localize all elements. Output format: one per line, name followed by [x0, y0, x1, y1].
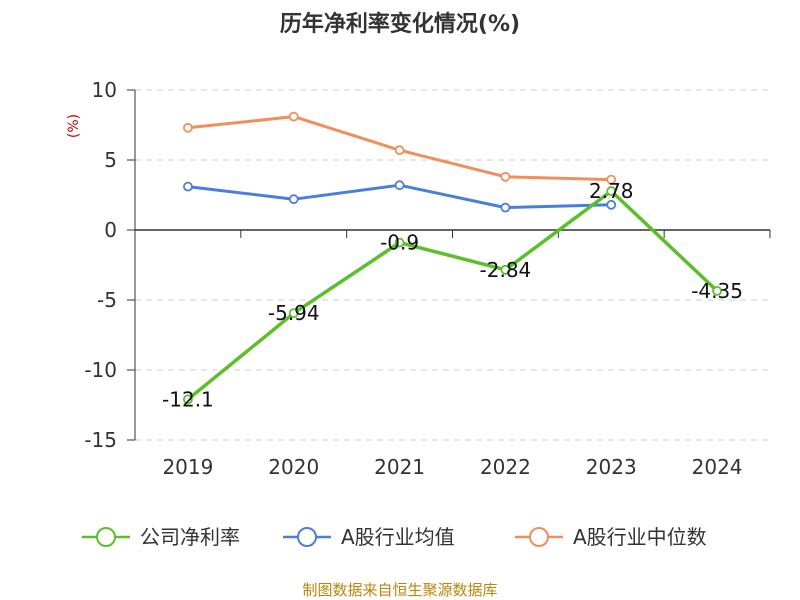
axes: 10 5 0 -5 -10 -15 2019 2020 2021 2022 2023 2024 — [84, 78, 771, 479]
legend-label-2[interactable]: A股行业中位数 — [573, 525, 707, 549]
series-0-point-2023[interactable] — [606, 186, 617, 196]
series-1-point-2019[interactable] — [183, 181, 193, 192]
series-2-point-2020[interactable] — [288, 111, 299, 122]
data-label-2023: 2.78 — [589, 179, 634, 203]
data-source-note: 制图数据来自恒生聚源数据库 — [302, 581, 497, 599]
legend-marker-0[interactable] — [96, 527, 116, 547]
x-tick-label-2021: 2021 — [374, 455, 425, 479]
legend-label-0[interactable]: 公司净利率 — [140, 525, 240, 549]
data-labels: -12.1 -5.94 -0.9 -2.84 2.78 -4.35 — [162, 179, 743, 411]
y-tick-label-1: 5 — [104, 148, 117, 172]
x-tick-label-2020: 2020 — [268, 455, 319, 479]
legend-marker-1[interactable] — [297, 527, 317, 547]
data-label-2019: -12.1 — [162, 387, 214, 411]
y-tick-label-2: 0 — [104, 218, 117, 242]
grid-lines — [135, 89, 770, 441]
series-2-point-2021[interactable] — [394, 145, 405, 156]
legend-marker-2[interactable] — [529, 527, 549, 547]
legend-label-1[interactable]: A股行业均值 — [341, 525, 455, 549]
series-2-point-2019[interactable] — [183, 122, 193, 133]
series-0-point-2019[interactable] — [183, 394, 193, 405]
legend: 公司净利率 A股行业均值 A股行业中位数 — [82, 525, 707, 549]
series-2-point-2022[interactable] — [500, 171, 511, 182]
y-tick-label-4: -10 — [84, 358, 117, 382]
data-label-2020: -5.94 — [268, 301, 320, 325]
series-0-point-2020[interactable] — [288, 308, 299, 319]
x-tick-label-2019: 2019 — [162, 455, 213, 479]
y-axis-unit-label: (%) — [66, 114, 82, 138]
series-line-0 — [186, 189, 719, 401]
series-lines — [183, 111, 722, 405]
data-label-2021: -0.9 — [380, 231, 419, 255]
series-1-point-2020[interactable] — [288, 194, 299, 205]
series-1-point-2023[interactable] — [606, 199, 617, 210]
x-tick-label-2022: 2022 — [480, 455, 531, 479]
series-0-point-2022[interactable] — [500, 264, 511, 275]
chart-title: 历年净利率变化情况(%) — [280, 11, 520, 37]
y-tick-label-0: 10 — [92, 78, 117, 102]
series-0-point-2021[interactable] — [394, 237, 405, 248]
series-1-point-2022[interactable] — [500, 202, 511, 213]
series-0-point-2024[interactable] — [712, 285, 722, 296]
x-tick-label-2024: 2024 — [692, 455, 743, 479]
data-label-2024: -4.35 — [691, 279, 743, 303]
y-tick-label-3: -5 — [97, 288, 117, 312]
data-label-2022: -2.84 — [480, 258, 532, 282]
series-2-point-2023[interactable] — [606, 174, 617, 185]
series-1-point-2021[interactable] — [394, 180, 405, 191]
x-tick-label-2023: 2023 — [586, 455, 637, 479]
y-tick-label-5: -15 — [84, 428, 117, 452]
